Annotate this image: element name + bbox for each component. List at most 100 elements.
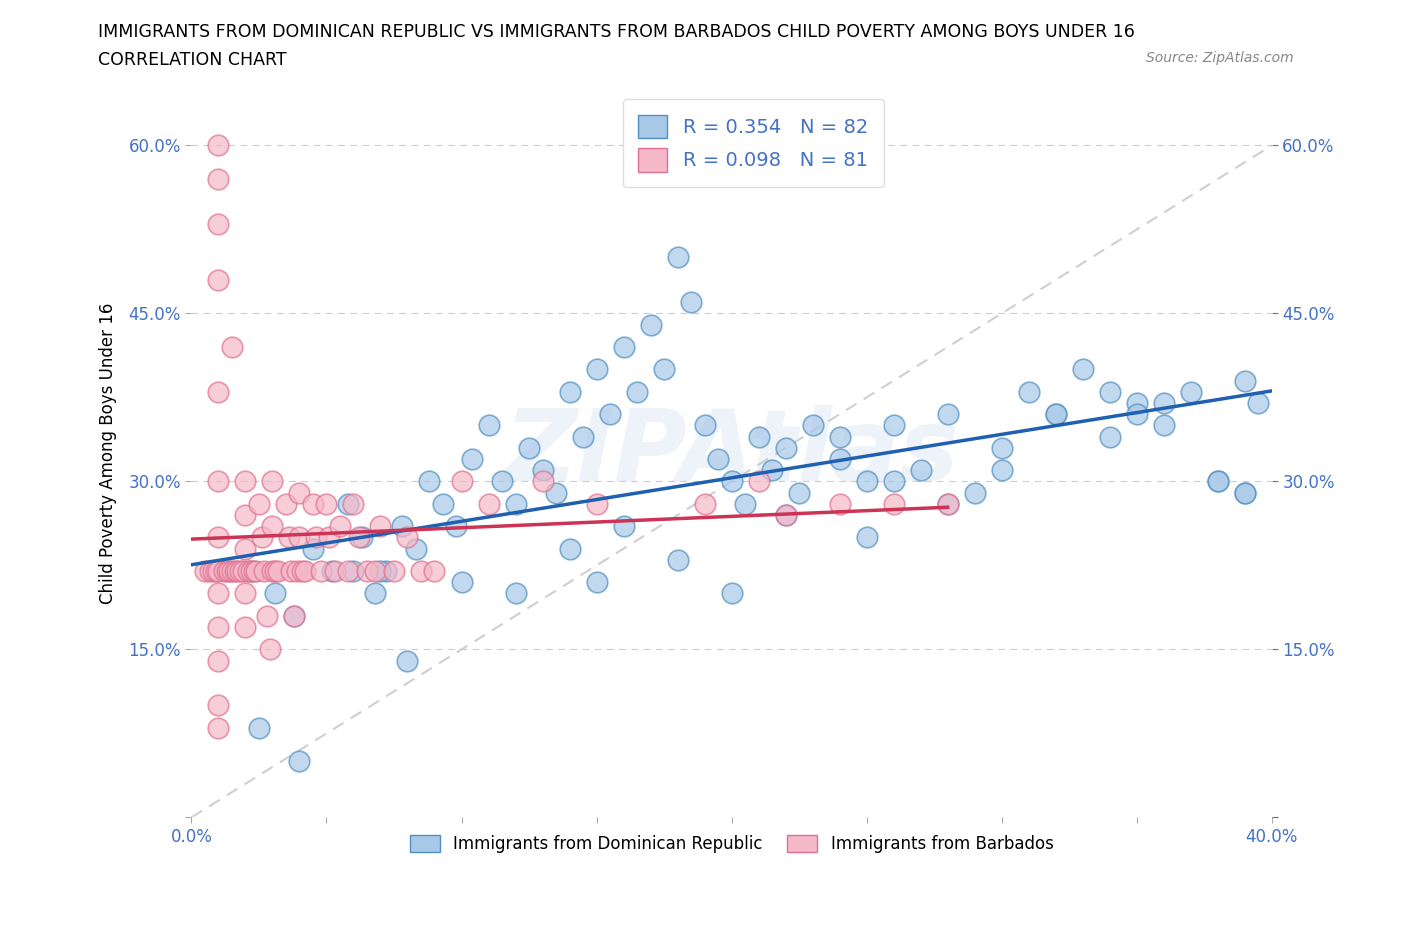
Point bbox=[294, 564, 316, 578]
Point bbox=[883, 474, 905, 489]
Point bbox=[734, 497, 756, 512]
Point bbox=[531, 463, 554, 478]
Text: IMMIGRANTS FROM DOMINICAN REPUBLIC VS IMMIGRANTS FROM BARBADOS CHILD POVERTY AMO: IMMIGRANTS FROM DOMINICAN REPUBLIC VS IM… bbox=[98, 23, 1135, 41]
Point bbox=[264, 564, 287, 578]
Point bbox=[613, 339, 636, 354]
Point bbox=[342, 497, 364, 512]
Point bbox=[1153, 395, 1175, 410]
Text: ZIPAtlas: ZIPAtlas bbox=[505, 405, 959, 502]
Point bbox=[350, 530, 373, 545]
Point bbox=[288, 485, 311, 500]
Point bbox=[267, 564, 290, 578]
Point bbox=[235, 474, 257, 489]
Point bbox=[517, 441, 540, 456]
Point bbox=[283, 608, 305, 623]
Text: Source: ZipAtlas.com: Source: ZipAtlas.com bbox=[1146, 51, 1294, 65]
Point bbox=[236, 564, 259, 578]
Point bbox=[288, 754, 311, 769]
Point bbox=[405, 541, 427, 556]
Point bbox=[245, 564, 267, 578]
Point bbox=[262, 564, 284, 578]
Point bbox=[450, 575, 472, 590]
Point bbox=[235, 619, 257, 634]
Point bbox=[444, 519, 467, 534]
Point bbox=[391, 519, 413, 534]
Point bbox=[1126, 395, 1149, 410]
Point bbox=[1153, 418, 1175, 432]
Point bbox=[544, 485, 567, 500]
Point bbox=[681, 295, 703, 310]
Point bbox=[274, 497, 297, 512]
Point bbox=[828, 452, 851, 467]
Point bbox=[1180, 384, 1202, 399]
Point bbox=[1233, 485, 1256, 500]
Point bbox=[302, 497, 325, 512]
Point bbox=[194, 564, 217, 578]
Point bbox=[883, 497, 905, 512]
Point bbox=[423, 564, 446, 578]
Point bbox=[418, 474, 440, 489]
Point bbox=[285, 564, 308, 578]
Point bbox=[277, 530, 299, 545]
Point bbox=[207, 619, 229, 634]
Point bbox=[855, 474, 877, 489]
Point bbox=[264, 586, 287, 601]
Point bbox=[396, 530, 419, 545]
Point bbox=[775, 508, 797, 523]
Point bbox=[204, 564, 226, 578]
Point bbox=[374, 564, 396, 578]
Point bbox=[707, 452, 730, 467]
Point bbox=[936, 497, 959, 512]
Point bbox=[226, 564, 249, 578]
Point bbox=[693, 418, 716, 432]
Point bbox=[936, 497, 959, 512]
Point bbox=[572, 429, 595, 444]
Point bbox=[291, 564, 314, 578]
Point bbox=[626, 384, 648, 399]
Point bbox=[235, 586, 257, 601]
Point bbox=[531, 474, 554, 489]
Point bbox=[207, 384, 229, 399]
Point bbox=[318, 530, 340, 545]
Point bbox=[221, 339, 243, 354]
Point bbox=[256, 608, 278, 623]
Point bbox=[207, 698, 229, 713]
Point bbox=[207, 474, 229, 489]
Point bbox=[1247, 395, 1270, 410]
Point bbox=[329, 519, 352, 534]
Point bbox=[218, 564, 240, 578]
Point bbox=[720, 586, 742, 601]
Point bbox=[207, 530, 229, 545]
Point bbox=[370, 564, 392, 578]
Point bbox=[1206, 474, 1229, 489]
Point bbox=[1098, 384, 1121, 399]
Point bbox=[855, 530, 877, 545]
Point bbox=[321, 564, 343, 578]
Point bbox=[505, 497, 527, 512]
Point bbox=[356, 564, 378, 578]
Point bbox=[207, 138, 229, 153]
Point bbox=[936, 406, 959, 421]
Point bbox=[262, 519, 284, 534]
Point bbox=[221, 564, 243, 578]
Point bbox=[828, 497, 851, 512]
Point bbox=[304, 530, 326, 545]
Point bbox=[963, 485, 986, 500]
Point bbox=[207, 586, 229, 601]
Point bbox=[337, 497, 360, 512]
Point bbox=[207, 721, 229, 736]
Point bbox=[450, 474, 472, 489]
Point bbox=[239, 564, 262, 578]
Point bbox=[801, 418, 824, 432]
Point bbox=[250, 530, 273, 545]
Point bbox=[323, 564, 346, 578]
Point bbox=[720, 474, 742, 489]
Point bbox=[247, 497, 270, 512]
Point bbox=[1071, 362, 1094, 377]
Point bbox=[585, 497, 607, 512]
Point bbox=[748, 474, 770, 489]
Legend: Immigrants from Dominican Republic, Immigrants from Barbados: Immigrants from Dominican Republic, Immi… bbox=[404, 829, 1060, 860]
Point bbox=[200, 564, 222, 578]
Point bbox=[207, 171, 229, 186]
Point bbox=[201, 564, 224, 578]
